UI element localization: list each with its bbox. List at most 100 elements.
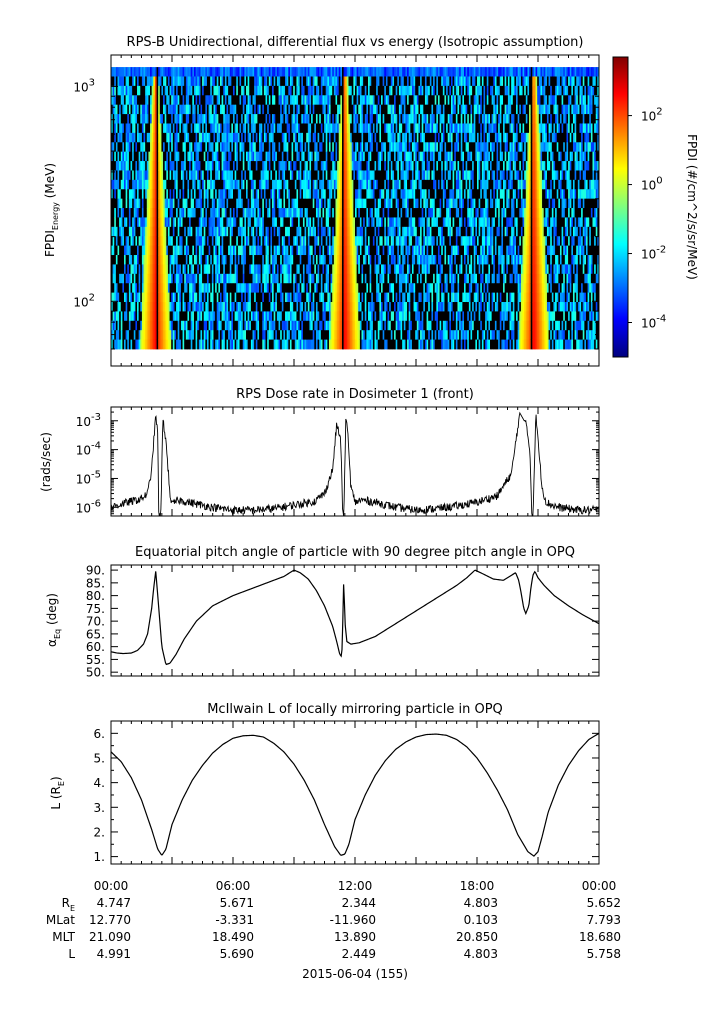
spectrogram-cell (304, 330, 307, 340)
spectrogram-cell (319, 142, 322, 153)
spectrogram-cell (211, 302, 214, 312)
spectrogram-cell (276, 292, 279, 303)
spectrogram-cell (319, 198, 322, 209)
spectrogram-cell (135, 189, 138, 200)
spectrogram-cell (325, 104, 328, 115)
spectrogram-cell (355, 217, 358, 228)
spectrogram-cell (341, 142, 345, 153)
spectrogram-cell (219, 132, 223, 143)
spectrogram-cell (231, 132, 234, 143)
spectrogram-cell (189, 104, 192, 115)
spectrogram-cell (146, 217, 149, 228)
spectrogram-cell (195, 189, 198, 200)
spectrogram-cell (242, 292, 245, 303)
spectrogram-cell (330, 123, 333, 134)
spectrogram-cell (148, 95, 151, 106)
spectrogram-cell (120, 283, 123, 294)
spectrogram-cell (148, 151, 151, 162)
spectrogram-cell (210, 198, 213, 209)
spectrogram-cell (330, 179, 333, 190)
spectrogram-cell (179, 95, 182, 106)
spectrogram-cell (234, 320, 237, 331)
spectrogram-cell (150, 302, 153, 312)
spectrogram-cell (143, 217, 146, 228)
spectrogram-cell (184, 161, 187, 171)
spectrogram-cell (327, 273, 330, 284)
spectrogram-cell (132, 132, 135, 143)
spectrogram-cell (337, 132, 340, 143)
spectrogram-cell (345, 302, 348, 312)
spectrogram-cell (311, 189, 314, 200)
spectrogram-cell (242, 161, 245, 171)
spectrogram-cell (172, 151, 175, 162)
spectrogram-cell (351, 76, 354, 87)
spectrogram-cell (128, 104, 131, 115)
spectrogram-cell (179, 76, 182, 87)
spectrogram-cell (332, 330, 335, 340)
spectrogram-cell (114, 245, 117, 256)
spectrogram-cell (140, 217, 143, 228)
spectrogram-cell (192, 85, 195, 96)
spectrogram-cell (133, 114, 136, 124)
spectrogram-cell (197, 226, 200, 237)
spectrogram-cell (219, 320, 223, 331)
spectrogram-cell (140, 132, 143, 143)
spectrogram-cell (195, 226, 198, 237)
spectrogram-cell (249, 217, 252, 228)
spectrogram-cell (124, 226, 127, 237)
spectrogram-cell (242, 95, 245, 106)
spectrogram-cell (289, 151, 292, 162)
spectrogram-cell (304, 114, 307, 124)
spectrogram-cell (294, 283, 297, 294)
spectrogram-cell (296, 330, 299, 340)
spectrogram-cell (257, 114, 260, 124)
spectrogram-cell (213, 104, 216, 115)
spectrogram-cell (208, 302, 211, 312)
spectrogram-cell (338, 217, 341, 228)
spectrogram-cell (328, 179, 331, 190)
spectrogram-cell (289, 76, 292, 87)
spectrogram-cell (268, 217, 271, 228)
spectrogram-cell (125, 67, 128, 77)
spectrogram-cell (244, 302, 247, 312)
spectrogram-cell (221, 151, 224, 162)
spectrogram-cell (112, 311, 115, 322)
spectrogram-cell (189, 67, 192, 77)
spectrogram-cell (267, 179, 270, 190)
spectrogram-cell (333, 311, 336, 322)
spectrogram-cell (221, 170, 224, 181)
spectrogram-cell (337, 114, 340, 124)
spectrogram-cell (233, 76, 236, 87)
spectrogram-cell (132, 208, 135, 218)
spectrogram-cell (280, 123, 283, 134)
spectrogram-cell (213, 302, 216, 312)
spectrogram-cell (130, 161, 133, 171)
spectrogram-cell (234, 236, 237, 247)
spectrogram-cell (346, 245, 349, 256)
spectrogram-cell (174, 339, 177, 350)
spectrogram-cell (233, 273, 236, 284)
spectrogram-cell (307, 320, 310, 331)
spectrogram-cell (226, 217, 229, 228)
spectrogram-cell (200, 67, 203, 77)
spectrogram-cell (182, 245, 185, 256)
spectrogram-cell (259, 330, 262, 340)
spectrogram-cell (302, 85, 305, 96)
spectrogram-cell (276, 114, 279, 124)
spectrogram-cell (228, 142, 231, 153)
spectrogram-cell (172, 339, 175, 350)
spectrogram-cell (197, 85, 200, 96)
spectrogram-cell (252, 311, 255, 322)
spectrogram-cell (176, 245, 179, 256)
spectrogram-cell (161, 226, 164, 237)
spectrogram-cell (346, 339, 349, 350)
spectrogram-cell (302, 114, 305, 124)
spectrogram-cell (265, 283, 268, 294)
spectrogram-cell (341, 311, 345, 322)
spectrogram-cell (213, 76, 216, 87)
spectrogram-cell (200, 236, 203, 247)
spectrogram-cell (130, 104, 133, 115)
spectrogram-cell (115, 198, 118, 209)
spectrogram-cell (306, 283, 309, 294)
spectrogram-cell (239, 170, 242, 181)
